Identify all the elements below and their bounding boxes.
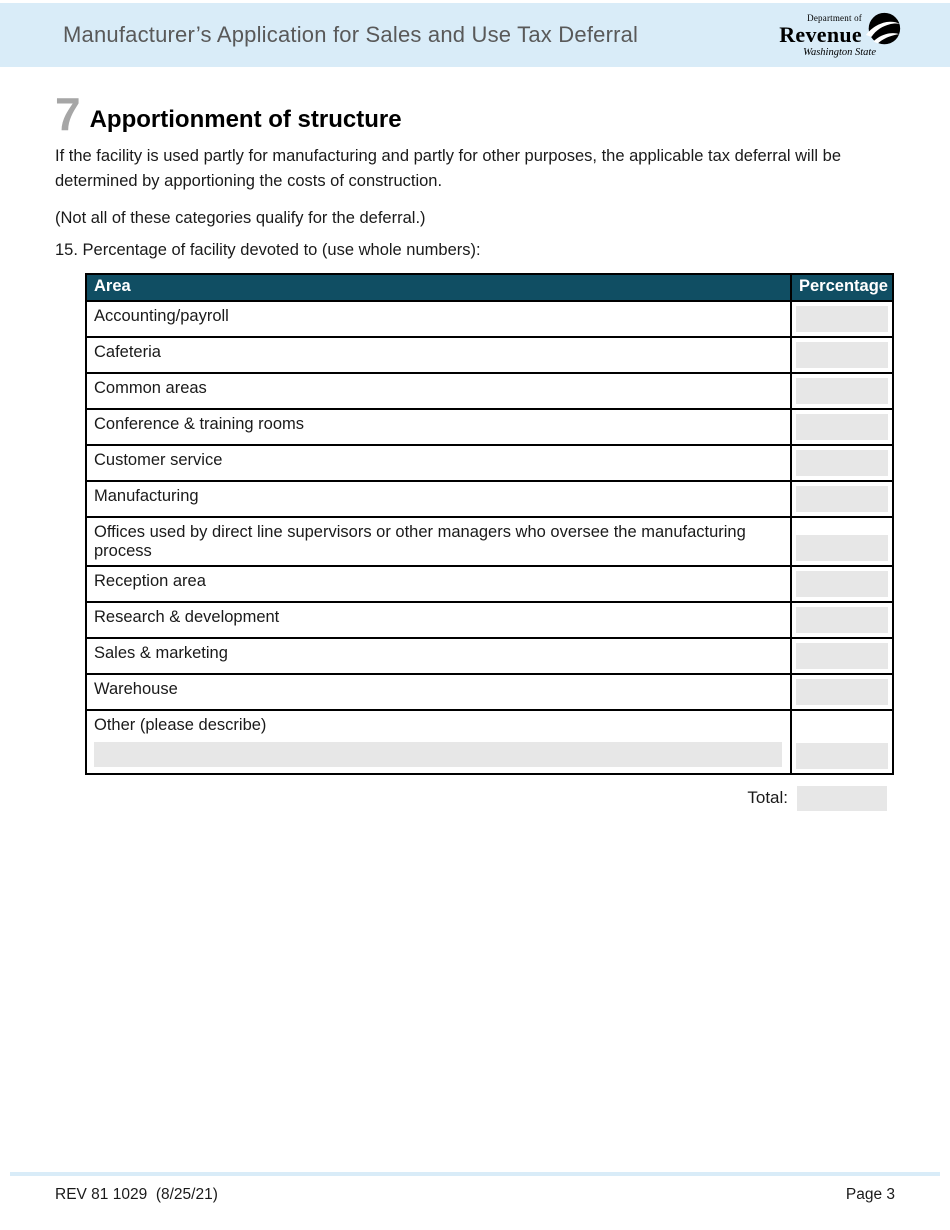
percentage-input[interactable]: [796, 534, 888, 561]
percentage-input[interactable]: [796, 642, 888, 669]
percentage-input[interactable]: [796, 305, 888, 332]
section-note: (Not all of these categories qualify for…: [55, 208, 426, 227]
table-row: Manufacturing: [85, 479, 894, 518]
table-row: Research & development: [85, 600, 894, 639]
logo-department-of-label: Department of: [807, 13, 862, 24]
table-row: Warehouse: [85, 672, 894, 711]
percentage-input[interactable]: [796, 377, 888, 404]
percentage-input[interactable]: [796, 742, 888, 769]
section-number: 7: [55, 88, 81, 140]
revenue-swoosh-icon: [865, 13, 901, 45]
area-table-body: Accounting/payroll Cafeteria Common area…: [85, 299, 894, 775]
area-label: Other (please describe): [94, 715, 267, 734]
area-label: Warehouse: [94, 679, 178, 698]
percentage-input[interactable]: [796, 449, 888, 476]
area-label: Accounting/payroll: [94, 306, 229, 325]
area-label: Reception area: [94, 571, 206, 590]
percentage-input[interactable]: [796, 606, 888, 633]
table-row: Cafeteria: [85, 335, 894, 374]
table-row: Other (please describe): [85, 708, 894, 775]
section-heading: 7 Apportionment of structure: [55, 88, 950, 140]
logo-revenue-label: Revenue: [779, 22, 862, 48]
footer-divider: [10, 1172, 940, 1176]
section-title: Apportionment of structure: [89, 105, 402, 133]
table-row: Reception area: [85, 564, 894, 603]
other-description-input[interactable]: [94, 741, 782, 767]
document-title: Manufacturer’s Application for Sales and…: [63, 22, 639, 47]
column-header-percentage: Percentage: [790, 272, 894, 302]
column-header-area: Area: [85, 272, 792, 302]
section-intro-paragraph: If the facility is used partly for manuf…: [55, 146, 841, 191]
area-label: Customer service: [94, 450, 223, 469]
page-header: Manufacturer’s Application for Sales and…: [0, 3, 950, 67]
total-row: Total:: [0, 785, 887, 811]
area-label: Cafeteria: [94, 342, 161, 361]
table-row: Sales & marketing: [85, 636, 894, 675]
table-row: Customer service: [85, 443, 894, 482]
percentage-input[interactable]: [796, 678, 888, 705]
percentage-input[interactable]: [796, 413, 888, 440]
total-input[interactable]: [797, 785, 887, 811]
logo-washington-state-label: Washington State: [803, 47, 876, 59]
table-header-row: Area Percentage: [85, 272, 894, 302]
percentage-input[interactable]: [796, 485, 888, 512]
page-footer: REV 81 1029 (8/25/21) Page 3: [55, 1186, 895, 1204]
area-label: Common areas: [94, 378, 207, 397]
area-label: Offices used by direct line supervisors …: [94, 522, 746, 560]
footer-page-number: Page 3: [845, 1186, 895, 1203]
percentage-input[interactable]: [796, 341, 888, 368]
dor-logo: Department of Revenue Washington State: [779, 11, 902, 59]
percentage-input[interactable]: [796, 570, 888, 597]
question-15-label: 15. Percentage of facility devoted to (u…: [55, 240, 481, 259]
total-label: Total:: [747, 788, 788, 808]
footer-form-number: REV 81 1029 (8/25/21): [55, 1186, 218, 1203]
area-label: Research & development: [94, 607, 280, 626]
table-row: Accounting/payroll: [85, 299, 894, 338]
table-row: Conference & training rooms: [85, 407, 894, 446]
table-row: Offices used by direct line supervisors …: [85, 515, 894, 567]
area-label: Sales & marketing: [94, 643, 228, 662]
area-label: Manufacturing: [94, 486, 199, 505]
area-label: Conference & training rooms: [94, 414, 305, 433]
table-row: Common areas: [85, 371, 894, 410]
apportionment-table: Area Percentage Accounting/payroll Cafet…: [85, 272, 894, 775]
